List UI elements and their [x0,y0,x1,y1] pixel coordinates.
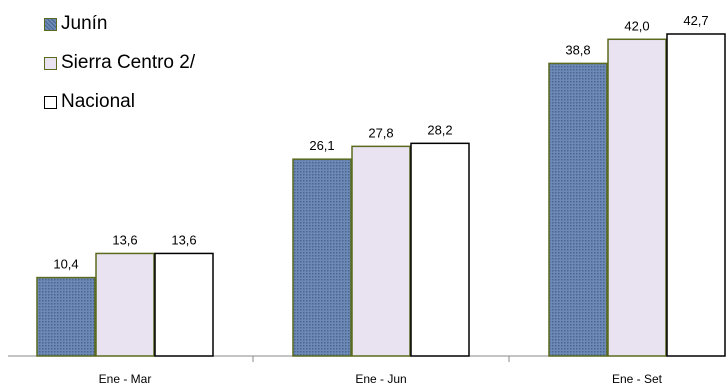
bar-1-1 [351,145,411,357]
x-axis [8,355,724,362]
data-label-1-2: 42,0 [624,18,649,33]
data-label-0-2: 38,8 [565,42,590,57]
data-label-2-1: 28,2 [427,122,452,137]
legend-swatch-nacional [44,95,57,109]
legend-label-nacional: Nacional [61,91,135,112]
bars [36,33,726,357]
bar-1-0 [95,252,155,357]
data-label-2-2: 42,7 [683,13,708,28]
legend-label-junin: Junín [61,13,108,34]
bar-1-2 [607,38,667,357]
legend-label-sierra-centro: Sierra Centro 2/ [61,52,196,73]
legend: Junín Sierra Centro 2/ Nacional [44,10,304,127]
bar-2-0 [154,252,214,357]
bar-0-1 [292,158,352,357]
data-label-0-1: 26,1 [309,138,334,153]
legend-item-junin: Junín [44,10,304,38]
bar-2-2 [666,33,726,357]
bar-0-2 [548,62,608,357]
data-label-1-0: 13,6 [112,232,137,247]
x-tick-label-1: Ene - Jun [355,372,406,386]
data-label-0-0: 10,4 [53,257,78,272]
legend-swatch-junin [44,17,57,31]
x-tick-label-2: Ene - Set [612,372,663,386]
bar-0-0 [36,276,96,357]
data-labels: 10,4 26,1 38,8 13,6 27,8 42,0 13,6 28,2 42,7 [53,13,708,272]
legend-item-nacional: Nacional [44,88,304,116]
x-tick-label-0: Ene - Mar [99,372,152,386]
x-tick-labels: Ene - Mar Ene - Jun Ene - Set [99,372,663,386]
bar-2-1 [410,142,470,357]
data-label-2-0: 13,6 [171,232,196,247]
legend-swatch-sierra-centro [44,56,57,70]
legend-item-sierra-centro: Sierra Centro 2/ [44,49,304,77]
data-label-1-1: 27,8 [368,125,393,140]
